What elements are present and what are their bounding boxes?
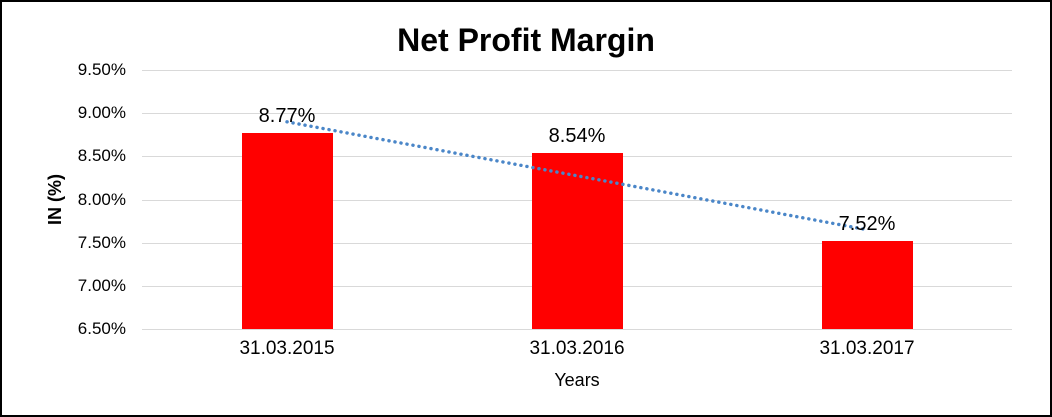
chart-title: Net Profit Margin xyxy=(397,22,655,58)
trendline xyxy=(285,120,869,232)
y-tick-label: 9.00% xyxy=(77,103,126,123)
trendline-path[interactable] xyxy=(285,120,869,232)
y-axis-title-text: IN (%) xyxy=(44,174,65,225)
y-tick-label: 9.50% xyxy=(77,60,126,79)
y-tick-label: 7.50% xyxy=(77,232,126,252)
y-tick-label: 8.00% xyxy=(77,189,126,209)
x-tick-label: 31.03.2017 xyxy=(819,338,915,359)
plot-area: 8.77% 8.54% 7.52% xyxy=(142,70,1012,330)
bar-31.03.2015[interactable] xyxy=(241,133,333,329)
gridline xyxy=(142,70,1012,71)
y-tick-label: 8.50% xyxy=(77,146,126,166)
y-tick-label: 7.00% xyxy=(77,275,126,295)
data-label: 8.77% xyxy=(258,105,316,128)
bar-31.03.2017[interactable] xyxy=(821,240,913,329)
y-tick-label: 6.50% xyxy=(77,319,126,338)
gridline xyxy=(142,113,1012,115)
x-axis-title: Years xyxy=(554,370,600,390)
data-label: 8.54% xyxy=(548,124,606,147)
data-label: 7.52% xyxy=(838,212,896,235)
x-tick-label: 31.03.2015 xyxy=(239,338,335,359)
gridline xyxy=(142,329,1012,330)
x-tick-label: 31.03.2016 xyxy=(529,338,625,359)
bar-31.03.2016[interactable] xyxy=(531,152,623,329)
